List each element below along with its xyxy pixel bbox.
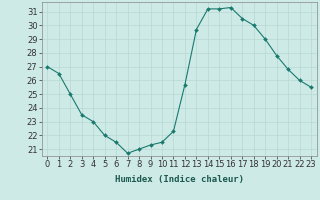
X-axis label: Humidex (Indice chaleur): Humidex (Indice chaleur) (115, 175, 244, 184)
